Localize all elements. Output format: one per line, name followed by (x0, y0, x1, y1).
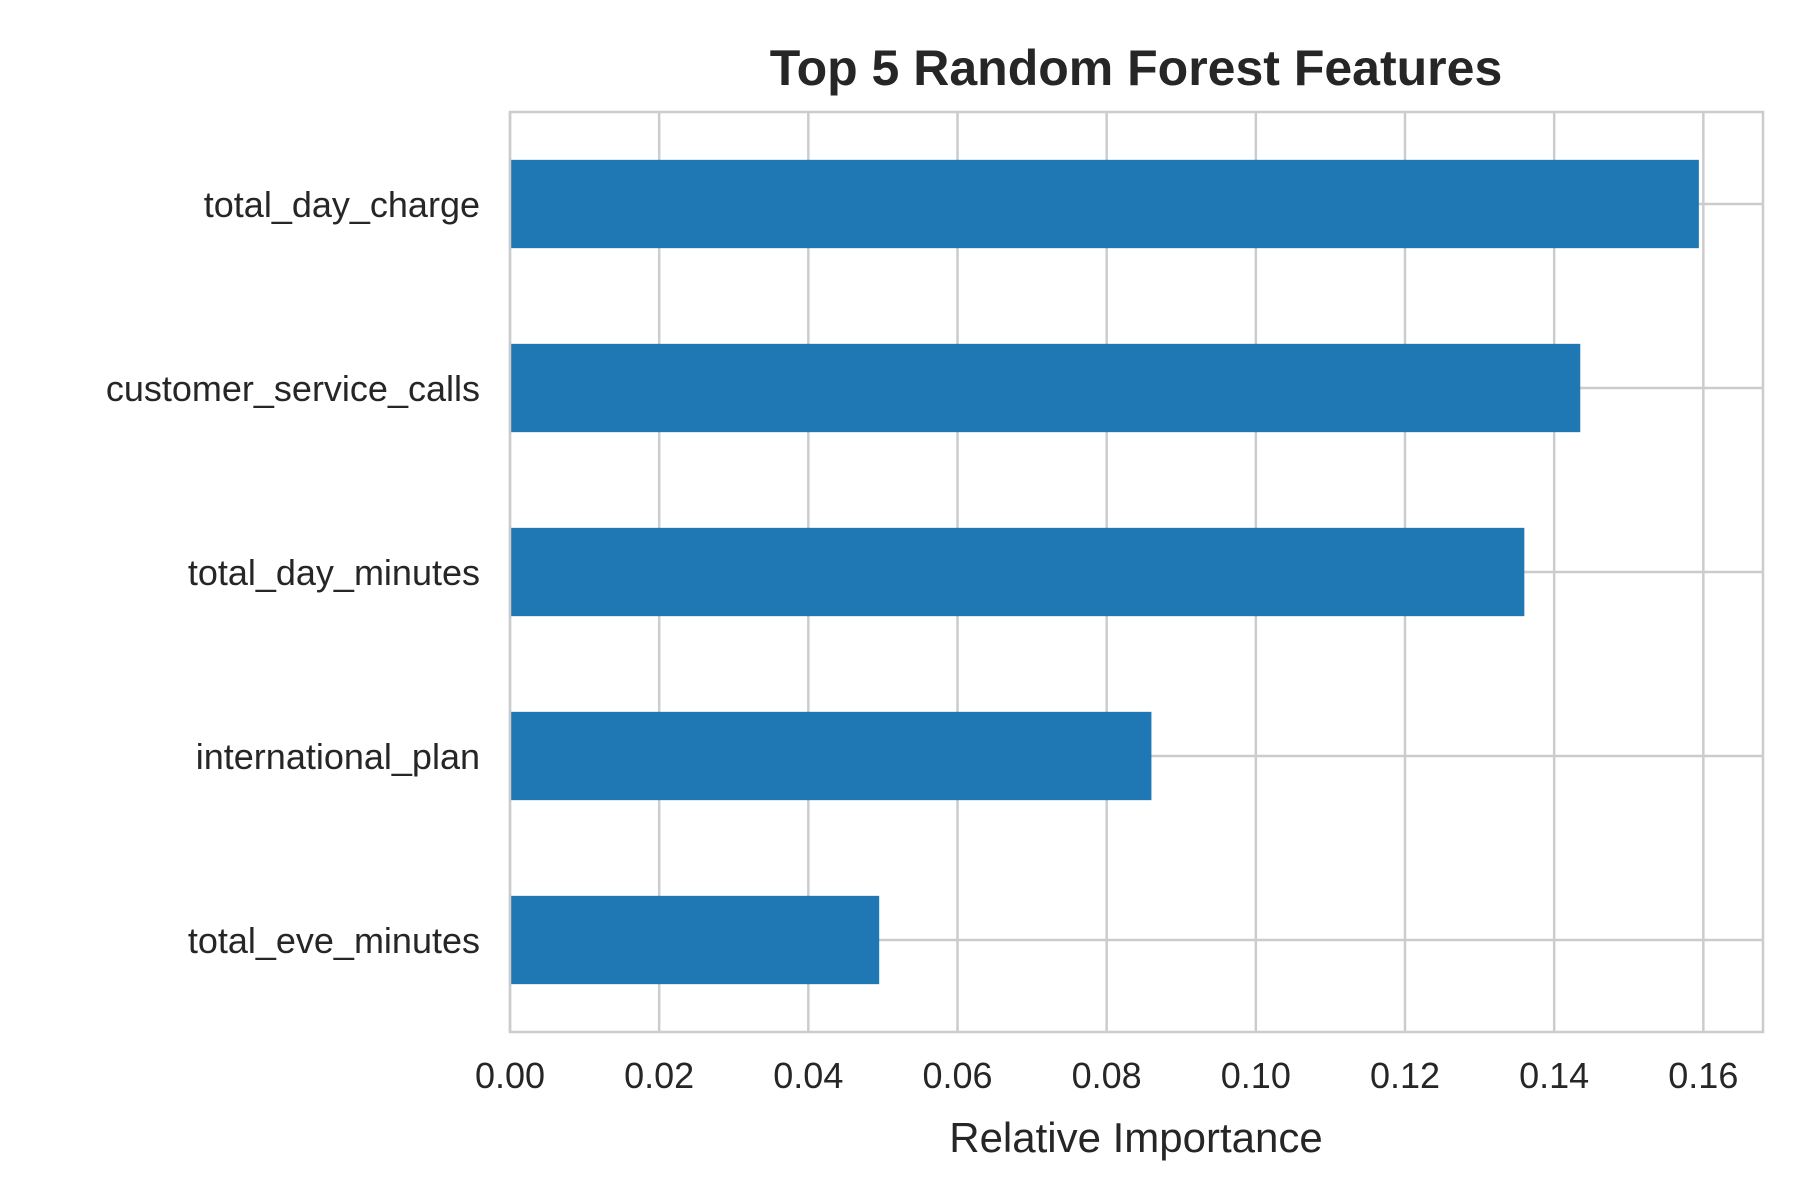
x-tick-label: 0.16 (1668, 1055, 1738, 1096)
bar (510, 527, 1525, 617)
bar (510, 159, 1699, 249)
bar-layer (510, 159, 1699, 985)
x-axis-label: Relative Importance (949, 1114, 1323, 1161)
chart-title: Top 5 Random Forest Features (770, 40, 1503, 96)
x-tick-label: 0.12 (1370, 1055, 1440, 1096)
x-tick-label: 0.00 (475, 1055, 545, 1096)
bar (510, 343, 1581, 433)
x-tick-label: 0.06 (922, 1055, 992, 1096)
x-tick-label: 0.04 (773, 1055, 843, 1096)
x-tick-label: 0.14 (1519, 1055, 1589, 1096)
plot-frame (508, 110, 1765, 1034)
bar (510, 711, 1152, 801)
y-tick-label: total_day_charge (204, 184, 480, 225)
y-tick-label: customer_service_calls (106, 368, 480, 409)
y-tick-label: total_eve_minutes (188, 920, 480, 961)
y-tick-label: total_day_minutes (188, 552, 480, 593)
y-tick-labels: total_day_charge customer_service_callsto… (106, 184, 480, 961)
y-tick-label: international_plan (196, 736, 480, 777)
x-tick-label: 0.02 (624, 1055, 694, 1096)
x-tick-labels: 0.00 0.02 0.04 0.06 0.08 0.10 0.12 0.14 0.16 (475, 1055, 1738, 1096)
x-tick-label: 0.10 (1221, 1055, 1291, 1096)
x-tick-label: 0.08 (1072, 1055, 1142, 1096)
bar (510, 895, 880, 985)
